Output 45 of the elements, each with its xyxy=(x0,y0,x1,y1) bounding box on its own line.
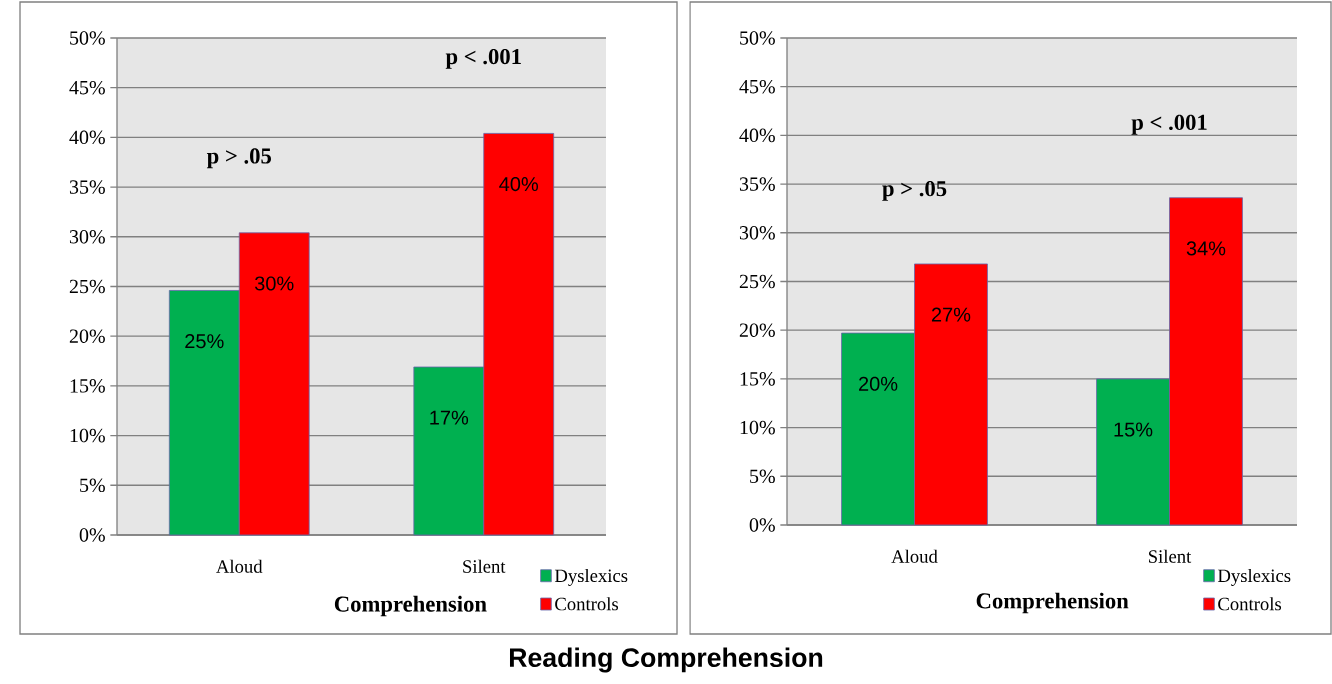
legend-label: Dyslexics xyxy=(554,568,628,586)
x-axis-title: Comprehension xyxy=(334,595,487,617)
y-tick-label: 45% xyxy=(69,80,105,95)
y-tick-label: 0% xyxy=(79,528,105,542)
y-tick-label: 25% xyxy=(739,274,775,289)
x-tick-label: Aloud xyxy=(891,549,938,563)
y-tick-label: 50% xyxy=(740,31,775,45)
y-tick-label: 10% xyxy=(70,428,105,443)
y-tick-label: 15% xyxy=(70,379,105,393)
y-tick-label: 30% xyxy=(69,230,105,244)
data-label: 34% xyxy=(1186,241,1226,256)
annotation: p < .001 xyxy=(445,48,521,69)
data-label: 17% xyxy=(430,410,469,425)
x-tick-label: Aloud xyxy=(216,559,263,573)
data-label: 15% xyxy=(1114,422,1153,437)
y-tick-label: 15% xyxy=(740,372,775,386)
y-tick-label: 50% xyxy=(70,31,105,45)
y-tick-label: 45% xyxy=(739,79,775,94)
annotation: p > .05 xyxy=(882,180,947,201)
y-tick-label: 20% xyxy=(739,323,775,337)
data-label: 30% xyxy=(254,276,294,291)
data-label: 20% xyxy=(859,376,898,391)
x-axis-title: Comprehension xyxy=(976,592,1129,614)
y-tick-label: 30% xyxy=(739,226,775,240)
x-tick-label: Silent xyxy=(1148,549,1192,563)
y-tick-label: 0% xyxy=(749,518,775,532)
data-label: 40% xyxy=(499,177,539,192)
legend-label: Controls xyxy=(1218,597,1282,611)
y-tick-label: 10% xyxy=(740,420,775,435)
y-tick-label: 5% xyxy=(750,469,775,484)
data-label: 25% xyxy=(185,334,224,349)
y-tick-label: 20% xyxy=(69,329,105,343)
y-tick-label: 35% xyxy=(739,177,775,191)
y-tick-label: 40% xyxy=(69,130,105,145)
x-tick-label: Silent xyxy=(463,559,506,573)
y-tick-label: 35% xyxy=(69,180,105,194)
y-tick-label: 40% xyxy=(739,128,775,143)
annotation: p < .001 xyxy=(1131,114,1207,135)
data-label: 27% xyxy=(931,307,971,322)
y-tick-label: 5% xyxy=(80,478,105,493)
text: Reading Comprehension xyxy=(509,647,823,673)
annotation: p > .05 xyxy=(206,148,271,169)
legend-label: Controls xyxy=(555,597,619,611)
legend-label: Dyslexics xyxy=(1217,568,1291,586)
y-tick-label: 25% xyxy=(69,279,105,294)
